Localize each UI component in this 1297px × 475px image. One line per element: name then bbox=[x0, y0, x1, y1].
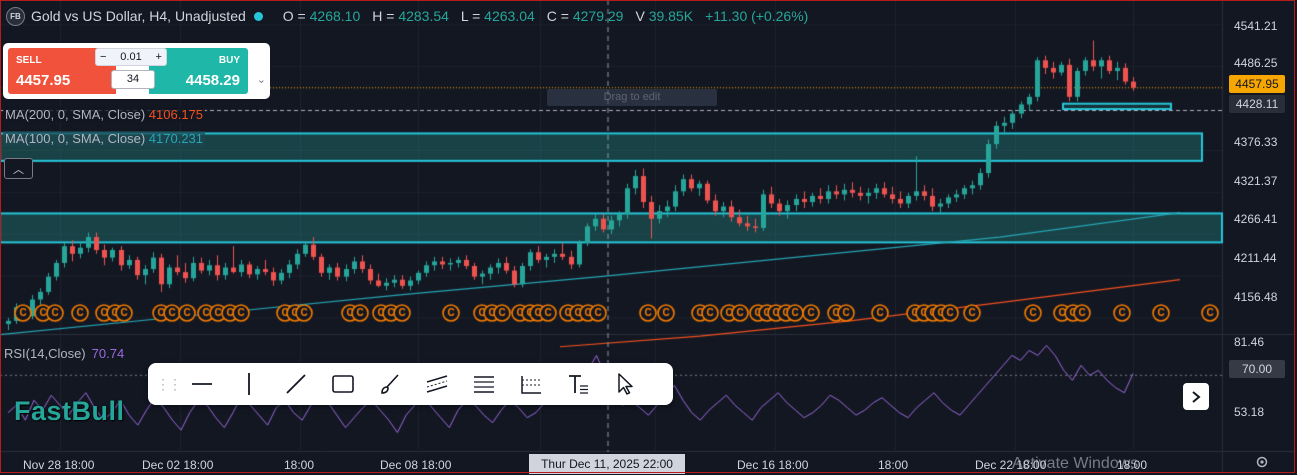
vertical-line-tool-button[interactable] bbox=[225, 364, 272, 404]
trade-panel: SELL 4457.95 BUY 4458.29 − 0.01 + 34 ⌄ bbox=[3, 43, 270, 99]
price-axis-label: 4321.37 bbox=[1234, 174, 1278, 188]
drag-hint-label: Drag to edit bbox=[547, 89, 717, 106]
price-axis-label: 4541.21 bbox=[1234, 19, 1278, 33]
rectangle-tool-button[interactable] bbox=[319, 364, 366, 404]
price-axis-label: 4211.44 bbox=[1234, 251, 1277, 265]
text-icon bbox=[568, 375, 588, 394]
ohlc-low-key: L = bbox=[460, 8, 481, 24]
time-axis-label: Dec 22 18:00 bbox=[975, 458, 1047, 472]
rsi-axis-label: 53.18 bbox=[1234, 405, 1265, 419]
buy-label: BUY bbox=[218, 55, 240, 66]
cursor-tool-button[interactable] bbox=[601, 364, 648, 404]
ohlc-open-key: O = bbox=[282, 8, 306, 24]
quantity-value[interactable]: 0.01 bbox=[120, 51, 142, 63]
parallel-channel-tool-button[interactable] bbox=[413, 364, 460, 404]
volume-key: V bbox=[635, 8, 645, 24]
price-axis-label: 4156.48 bbox=[1234, 290, 1278, 304]
brush-tool-button[interactable] bbox=[366, 364, 413, 404]
time-axis-label: 18:00 bbox=[1117, 458, 1148, 472]
gear-icon[interactable] bbox=[1255, 455, 1269, 469]
symbol-legend: FB Gold vs US Dollar, H4, Unadjusted O =… bbox=[6, 6, 808, 26]
ohlc-open: O = 4268.10 bbox=[277, 8, 360, 24]
ma200-legend[interactable]: MA(200, 0, SMA, Close) 4106.175 bbox=[3, 107, 206, 122]
decrease-quantity-button[interactable]: − bbox=[100, 51, 107, 63]
chevron-right-icon bbox=[1192, 390, 1201, 403]
volume: V 39.85K bbox=[629, 8, 693, 24]
ma100-name: MA(100, 0, SMA, Close) bbox=[5, 131, 146, 146]
market-status-dot-icon bbox=[253, 11, 263, 21]
rsi-value: 70.74 bbox=[91, 346, 125, 361]
ohlc-low-value: 4263.04 bbox=[484, 8, 535, 24]
quantity-stepper[interactable]: − 0.01 + bbox=[95, 48, 167, 66]
volume-value: 39.85K bbox=[648, 8, 694, 24]
trend-line-icon bbox=[285, 374, 306, 394]
horizontal-line-price-tag: 4428.11 bbox=[1229, 95, 1285, 113]
ohlc-high-value: 4283.54 bbox=[398, 8, 449, 24]
trend-line-tool-button[interactable] bbox=[272, 364, 319, 404]
ohlc-close-value: 4279.29 bbox=[572, 8, 624, 24]
next-page-button[interactable] bbox=[1183, 383, 1209, 410]
rsi-name: RSI(14,Close) bbox=[4, 346, 86, 361]
time-axis-label: 18:00 bbox=[878, 458, 909, 472]
rsi-level-tag: 70.00 bbox=[1229, 360, 1285, 378]
activate-windows-watermark: Activate Windows bbox=[1012, 455, 1139, 472]
ohlc-open-value: 4268.10 bbox=[309, 8, 361, 24]
price-axis-label: 4266.41 bbox=[1234, 212, 1278, 226]
time-axis-label: Nov 28 18:00 bbox=[23, 458, 95, 472]
horizontal-line-icon bbox=[191, 383, 212, 385]
broker-logo-icon: FB bbox=[6, 6, 25, 26]
ohlc-high-key: H = bbox=[372, 8, 395, 24]
cursor-arrow-icon bbox=[617, 373, 633, 395]
fastbull-logo: FastBull bbox=[14, 396, 125, 426]
ohlc-close-key: C = bbox=[546, 8, 569, 24]
rsi-legend[interactable]: RSI(14,Close) 70.74 bbox=[4, 346, 124, 361]
chevron-down-icon[interactable]: ⌄ bbox=[256, 74, 266, 86]
vertical-line-icon bbox=[247, 373, 250, 395]
ma200-value: 4106.175 bbox=[148, 107, 204, 122]
current-price-tag: 4457.95 bbox=[1229, 75, 1285, 93]
lots-field[interactable]: 34 bbox=[111, 70, 155, 89]
drawing-toolbar: ⋮⋮ bbox=[148, 363, 673, 405]
ma200-name: MA(200, 0, SMA, Close) bbox=[5, 107, 146, 122]
rsi-axis-label: 81.46 bbox=[1234, 335, 1265, 349]
price-axis-label: 4376.33 bbox=[1234, 135, 1278, 149]
brush-icon bbox=[380, 374, 399, 394]
buy-price: 4458.29 bbox=[185, 72, 240, 89]
buy-button[interactable]: BUY 4458.29 bbox=[149, 48, 248, 94]
toolbar-drag-handle[interactable]: ⋮⋮ bbox=[156, 375, 182, 392]
gann-fan-icon bbox=[520, 376, 541, 394]
price-axis-label: 4486.25 bbox=[1234, 56, 1278, 70]
sell-price: 4457.95 bbox=[16, 72, 71, 89]
rectangle-icon bbox=[331, 375, 354, 393]
collapse-legend-button[interactable]: ︿ bbox=[4, 158, 33, 179]
text-tool-button[interactable] bbox=[554, 364, 601, 404]
fib-retracement-tool-button[interactable] bbox=[460, 364, 507, 404]
ohlc-close: C = 4279.29 bbox=[541, 8, 624, 24]
fib-retracement-icon bbox=[473, 376, 494, 393]
symbol-title[interactable]: Gold vs US Dollar, H4, Unadjusted bbox=[31, 8, 246, 24]
parallel-channel-icon bbox=[426, 375, 447, 393]
ma100-legend[interactable]: MA(100, 0, SMA, Close) 4170.231 bbox=[3, 131, 206, 146]
time-axis-label: Dec 08 18:00 bbox=[380, 458, 452, 472]
price-change: +11.30 (+0.26%) bbox=[705, 8, 809, 24]
sell-label: SELL bbox=[16, 55, 42, 66]
time-axis-label: 18:00 bbox=[284, 458, 315, 472]
ohlc-high: H = 4283.54 bbox=[366, 8, 449, 24]
ohlc-low: L = 4263.04 bbox=[455, 8, 535, 24]
increase-quantity-button[interactable]: + bbox=[155, 51, 162, 63]
ma100-value: 4170.231 bbox=[148, 131, 204, 146]
crosshair-time-label: Thur Dec 11, 2025 22:00 bbox=[529, 454, 685, 474]
horizontal-line-tool-button[interactable] bbox=[178, 364, 225, 404]
time-axis-label: Dec 16 18:00 bbox=[737, 458, 809, 472]
gann-fan-tool-button[interactable] bbox=[507, 364, 554, 404]
time-axis-label: Dec 02 18:00 bbox=[142, 458, 214, 472]
